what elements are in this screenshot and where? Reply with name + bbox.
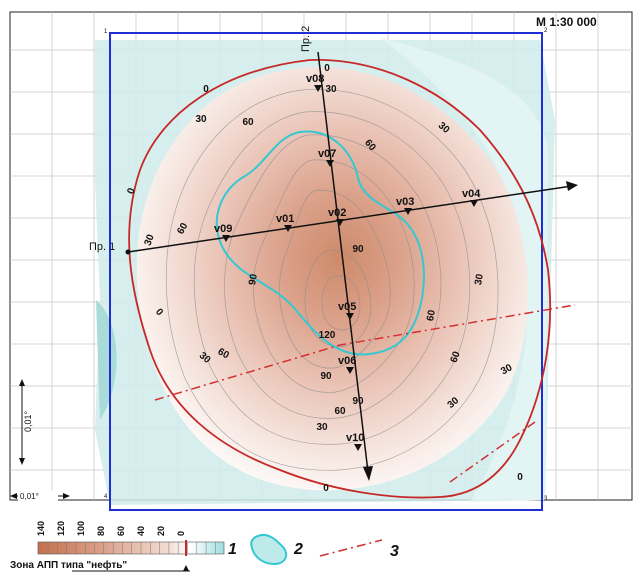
- well-marker-v07: [326, 160, 334, 167]
- legend-tick-label: 80: [96, 526, 106, 536]
- legend-caption-pointer: [183, 565, 189, 571]
- legend-item-3: 3: [390, 543, 399, 560]
- contour-label: 0: [517, 472, 523, 483]
- fault-line-main: [154, 304, 576, 401]
- scale-bar-vertical-label: 0,01°: [23, 410, 33, 432]
- contour-label: 30: [143, 233, 157, 248]
- well-label-v02: v02: [328, 207, 346, 219]
- profile-1-arrow: [566, 181, 578, 191]
- legend-cells: [47, 542, 216, 554]
- contour-label: 90: [320, 371, 332, 382]
- well-label-v07: v07: [318, 148, 336, 160]
- profile-2-label: Пр. 2: [300, 26, 312, 52]
- well-marker-v08: [314, 85, 322, 92]
- contour-label: 0: [324, 63, 330, 74]
- legend-color-bar: [37, 541, 225, 555]
- profile-2: [317, 51, 373, 481]
- scale-bar-horizontal: 0,01°: [10, 490, 70, 501]
- contour-label: 30: [195, 114, 207, 125]
- corner-number-top-left: 1: [104, 29, 108, 35]
- contour-label: 30: [499, 362, 515, 377]
- well-marker-v05: [346, 313, 354, 320]
- well-marker-v01: [284, 225, 292, 232]
- legend-tick-label: 40: [136, 526, 146, 536]
- fault-line-lower: [449, 421, 536, 483]
- scale-label: М 1:30 000: [536, 15, 597, 29]
- corner-number-bottom-right: 3: [544, 496, 548, 502]
- anomaly-outline: [215, 130, 425, 356]
- corner-number-bottom-left: 4: [104, 494, 108, 500]
- background-field-lighter: [380, 38, 548, 502]
- scale-bar-horizontal-label: 0,01°: [20, 492, 39, 501]
- contour-label: 30: [325, 84, 337, 95]
- contour-label: 90: [352, 244, 364, 255]
- contour-label: 30: [473, 273, 486, 286]
- legend-anomaly-outline-icon: [250, 534, 288, 566]
- legend-tick-label: 140: [36, 521, 46, 536]
- contour-label: 120: [319, 330, 336, 341]
- legend-tick-label: 100: [76, 521, 86, 536]
- block-border: [109, 32, 543, 511]
- contour-label: 60: [425, 309, 438, 322]
- legend-item-2: 2: [293, 541, 303, 558]
- well-label-v04: v04: [462, 188, 481, 200]
- legend-tick-label: 0: [176, 531, 186, 536]
- background-patch-left: [96, 300, 117, 420]
- contour-label: 60: [175, 221, 190, 237]
- contour-label: 90: [247, 273, 260, 286]
- profile-1-label: Пр. 1: [89, 241, 115, 253]
- contour-label: 90: [352, 396, 364, 407]
- profile-2-arrow: [363, 466, 373, 481]
- contour-label: 60: [449, 350, 463, 365]
- corner-number-top-right: 2: [544, 28, 548, 34]
- well-label-v05: v05: [338, 301, 356, 313]
- contour-label: 0: [126, 186, 138, 195]
- anomaly-zone: [136, 67, 528, 491]
- contour-label: 60: [216, 346, 232, 361]
- contour-labels-layer: 0000003030303030303030306060606060606090…: [126, 63, 524, 494]
- well-label-v08: v08: [306, 73, 324, 85]
- contour-label: 60: [242, 117, 254, 128]
- scale-bar-vertical: 0,01°: [19, 379, 33, 465]
- legend-caption: Зона АПП типа "нефть": [10, 559, 127, 571]
- contour-label: 30: [316, 422, 328, 433]
- contour-label: 0: [323, 483, 329, 494]
- legend-item-1: 1: [228, 541, 237, 558]
- profile-1: [125, 181, 578, 255]
- contour-label: 0: [153, 307, 165, 319]
- well-marker-v10: [354, 444, 362, 451]
- well-label-v03: v03: [396, 196, 414, 208]
- legend-ticks: 140 120 100 80 60 40 20 0: [36, 521, 186, 536]
- well-marker-v02: [336, 219, 344, 226]
- zero-contour: [128, 59, 552, 499]
- well-label-v01: v01: [276, 213, 294, 225]
- legend: 140 120 100 80 60 40 20 0 1 2 3 Зона АПП типа "…: [10, 521, 399, 572]
- well-label-v09: v09: [214, 223, 232, 235]
- well-label-v10: v10: [346, 432, 364, 444]
- contour-label: 60: [334, 406, 346, 417]
- wells-layer: v01 v02 v03 v04 v05 v06 v07 v08 v09 v10: [214, 73, 481, 451]
- well-marker-v09: [222, 235, 230, 242]
- well-marker-v03: [404, 208, 412, 215]
- well-marker-v04: [470, 200, 478, 207]
- well-marker-v06: [346, 367, 354, 374]
- legend-tick-label: 120: [56, 521, 66, 536]
- contour-label: 0: [203, 84, 209, 95]
- legend-tick-label: 60: [116, 526, 126, 536]
- legend-fault-icon: [319, 539, 383, 557]
- well-label-v06: v06: [338, 355, 356, 367]
- legend-tick-label: 20: [156, 526, 166, 536]
